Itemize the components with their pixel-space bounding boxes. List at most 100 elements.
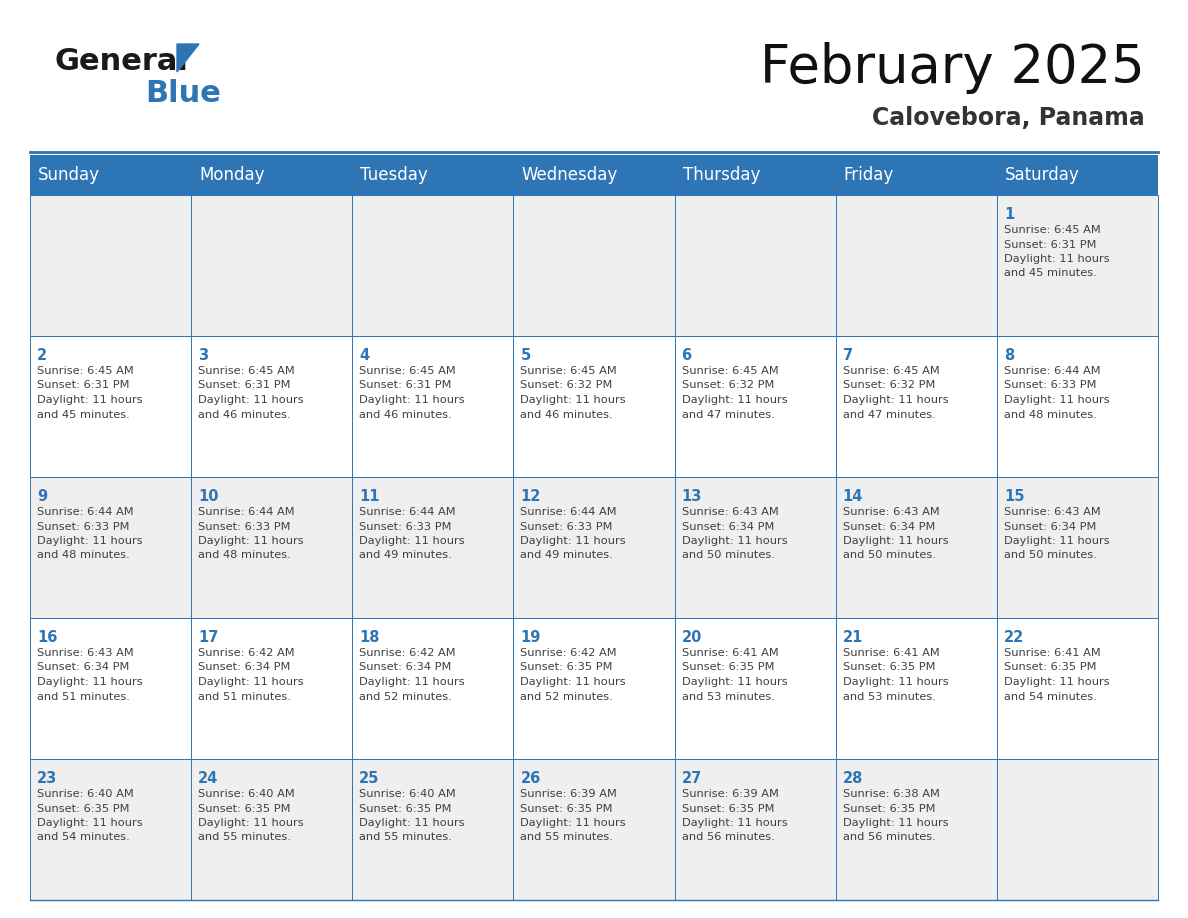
Text: Sunrise: 6:43 AM: Sunrise: 6:43 AM: [37, 648, 134, 658]
FancyBboxPatch shape: [30, 759, 191, 900]
FancyBboxPatch shape: [30, 618, 191, 759]
Text: Daylight: 11 hours: Daylight: 11 hours: [198, 395, 304, 405]
Text: 6: 6: [682, 348, 691, 363]
Text: and 50 minutes.: and 50 minutes.: [842, 551, 936, 561]
Text: General: General: [55, 48, 189, 76]
Text: Sunset: 6:35 PM: Sunset: 6:35 PM: [842, 663, 935, 673]
FancyBboxPatch shape: [513, 477, 675, 618]
Text: Sunrise: 6:38 AM: Sunrise: 6:38 AM: [842, 789, 940, 799]
Text: 19: 19: [520, 630, 541, 645]
Text: and 51 minutes.: and 51 minutes.: [198, 691, 291, 701]
Text: 15: 15: [1004, 489, 1024, 504]
Text: Sunset: 6:33 PM: Sunset: 6:33 PM: [37, 521, 129, 532]
Text: Sunset: 6:35 PM: Sunset: 6:35 PM: [520, 663, 613, 673]
Text: and 56 minutes.: and 56 minutes.: [682, 833, 775, 843]
Text: Sunrise: 6:43 AM: Sunrise: 6:43 AM: [1004, 507, 1100, 517]
Text: and 55 minutes.: and 55 minutes.: [198, 833, 291, 843]
FancyBboxPatch shape: [835, 477, 997, 618]
Text: 13: 13: [682, 489, 702, 504]
Text: Daylight: 11 hours: Daylight: 11 hours: [682, 818, 788, 828]
Text: Sunrise: 6:39 AM: Sunrise: 6:39 AM: [520, 789, 618, 799]
Text: Sunrise: 6:42 AM: Sunrise: 6:42 AM: [520, 648, 617, 658]
Text: Sunset: 6:34 PM: Sunset: 6:34 PM: [359, 663, 451, 673]
Text: Thursday: Thursday: [683, 166, 760, 184]
Text: Sunset: 6:31 PM: Sunset: 6:31 PM: [37, 380, 129, 390]
Text: 1: 1: [1004, 207, 1015, 222]
Text: and 50 minutes.: and 50 minutes.: [682, 551, 775, 561]
Text: Daylight: 11 hours: Daylight: 11 hours: [842, 677, 948, 687]
Polygon shape: [177, 44, 200, 72]
Text: and 52 minutes.: and 52 minutes.: [520, 691, 613, 701]
Text: 22: 22: [1004, 630, 1024, 645]
Text: Sunset: 6:35 PM: Sunset: 6:35 PM: [520, 803, 613, 813]
FancyBboxPatch shape: [997, 336, 1158, 477]
Text: Daylight: 11 hours: Daylight: 11 hours: [682, 395, 788, 405]
Text: 11: 11: [359, 489, 380, 504]
Text: 28: 28: [842, 771, 864, 786]
Text: Sunrise: 6:44 AM: Sunrise: 6:44 AM: [520, 507, 617, 517]
Text: Daylight: 11 hours: Daylight: 11 hours: [842, 818, 948, 828]
Text: and 47 minutes.: and 47 minutes.: [842, 409, 935, 420]
Text: Sunrise: 6:40 AM: Sunrise: 6:40 AM: [198, 789, 295, 799]
Text: and 45 minutes.: and 45 minutes.: [1004, 268, 1097, 278]
FancyBboxPatch shape: [353, 336, 513, 477]
Text: Sunset: 6:32 PM: Sunset: 6:32 PM: [842, 380, 935, 390]
Text: Sunset: 6:32 PM: Sunset: 6:32 PM: [520, 380, 613, 390]
FancyBboxPatch shape: [513, 155, 675, 195]
Text: Daylight: 11 hours: Daylight: 11 hours: [520, 395, 626, 405]
Text: Daylight: 11 hours: Daylight: 11 hours: [37, 818, 143, 828]
Text: Wednesday: Wednesday: [522, 166, 618, 184]
Text: Sunrise: 6:45 AM: Sunrise: 6:45 AM: [682, 366, 778, 376]
Text: Sunset: 6:33 PM: Sunset: 6:33 PM: [520, 521, 613, 532]
Text: February 2025: February 2025: [760, 42, 1145, 94]
Text: 20: 20: [682, 630, 702, 645]
Text: and 49 minutes.: and 49 minutes.: [520, 551, 613, 561]
FancyBboxPatch shape: [30, 477, 191, 618]
Text: 3: 3: [198, 348, 208, 363]
Text: and 53 minutes.: and 53 minutes.: [682, 691, 775, 701]
Text: Daylight: 11 hours: Daylight: 11 hours: [359, 818, 465, 828]
FancyBboxPatch shape: [513, 618, 675, 759]
Text: Sunrise: 6:44 AM: Sunrise: 6:44 AM: [37, 507, 133, 517]
Text: 17: 17: [198, 630, 219, 645]
Text: Sunset: 6:35 PM: Sunset: 6:35 PM: [359, 803, 451, 813]
FancyBboxPatch shape: [513, 759, 675, 900]
Text: Sunset: 6:34 PM: Sunset: 6:34 PM: [1004, 521, 1097, 532]
FancyBboxPatch shape: [191, 336, 353, 477]
Text: 10: 10: [198, 489, 219, 504]
Text: Sunrise: 6:42 AM: Sunrise: 6:42 AM: [198, 648, 295, 658]
Text: and 47 minutes.: and 47 minutes.: [682, 409, 775, 420]
FancyBboxPatch shape: [30, 155, 191, 195]
FancyBboxPatch shape: [997, 618, 1158, 759]
Text: 8: 8: [1004, 348, 1015, 363]
FancyBboxPatch shape: [675, 618, 835, 759]
Text: and 52 minutes.: and 52 minutes.: [359, 691, 453, 701]
Text: Sunrise: 6:41 AM: Sunrise: 6:41 AM: [1004, 648, 1100, 658]
Text: 7: 7: [842, 348, 853, 363]
Text: 21: 21: [842, 630, 864, 645]
FancyBboxPatch shape: [353, 195, 513, 336]
Text: Daylight: 11 hours: Daylight: 11 hours: [37, 395, 143, 405]
Text: Sunrise: 6:39 AM: Sunrise: 6:39 AM: [682, 789, 778, 799]
FancyBboxPatch shape: [191, 195, 353, 336]
Text: Sunrise: 6:45 AM: Sunrise: 6:45 AM: [37, 366, 134, 376]
Text: Monday: Monday: [200, 166, 265, 184]
FancyBboxPatch shape: [513, 336, 675, 477]
Text: Friday: Friday: [843, 166, 893, 184]
FancyBboxPatch shape: [675, 195, 835, 336]
Text: Sunset: 6:34 PM: Sunset: 6:34 PM: [37, 663, 129, 673]
Text: and 48 minutes.: and 48 minutes.: [198, 551, 291, 561]
Text: and 46 minutes.: and 46 minutes.: [198, 409, 291, 420]
Text: Daylight: 11 hours: Daylight: 11 hours: [198, 536, 304, 546]
FancyBboxPatch shape: [835, 336, 997, 477]
FancyBboxPatch shape: [353, 759, 513, 900]
Text: Sunrise: 6:40 AM: Sunrise: 6:40 AM: [37, 789, 134, 799]
Text: Saturday: Saturday: [1005, 166, 1080, 184]
Text: Daylight: 11 hours: Daylight: 11 hours: [1004, 677, 1110, 687]
FancyBboxPatch shape: [675, 477, 835, 618]
Text: Sunrise: 6:45 AM: Sunrise: 6:45 AM: [1004, 225, 1100, 235]
Text: Daylight: 11 hours: Daylight: 11 hours: [520, 818, 626, 828]
Text: 25: 25: [359, 771, 380, 786]
Text: 9: 9: [37, 489, 48, 504]
FancyBboxPatch shape: [675, 336, 835, 477]
